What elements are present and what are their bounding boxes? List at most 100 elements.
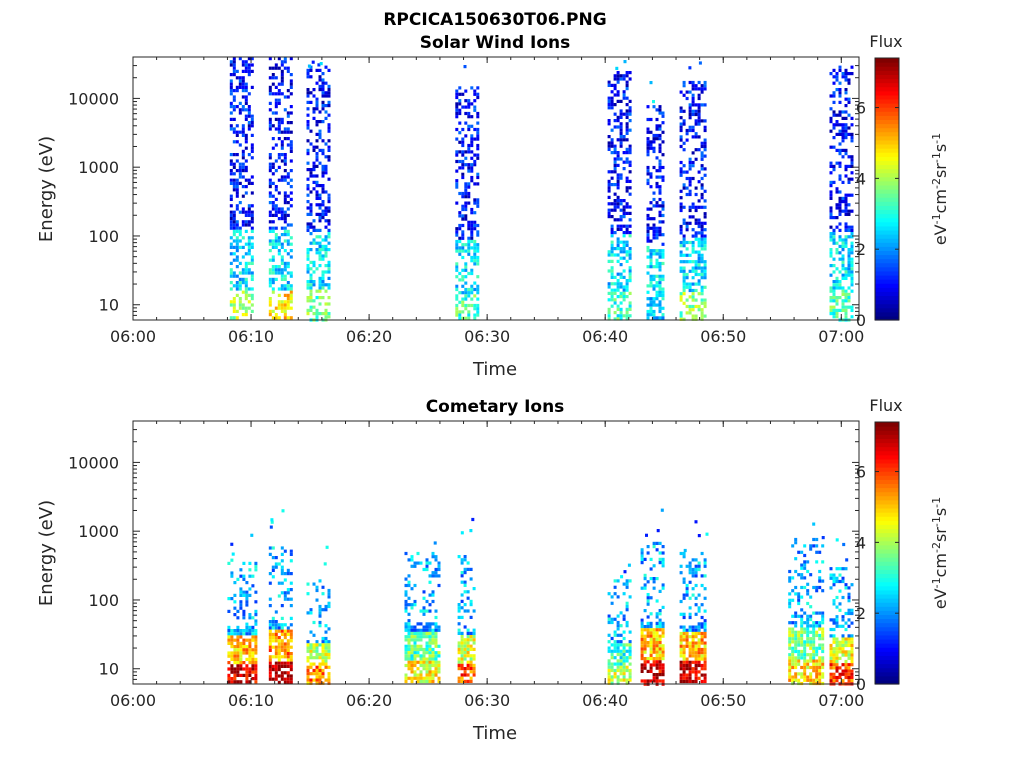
flux-cell bbox=[800, 617, 804, 622]
flux-cell bbox=[646, 140, 650, 144]
flux-cell bbox=[658, 589, 662, 593]
flux-cell bbox=[685, 593, 689, 597]
flux-cell bbox=[655, 644, 659, 648]
flux-cell bbox=[238, 85, 242, 89]
flux-cell bbox=[619, 240, 623, 244]
flux-cell bbox=[619, 115, 623, 119]
flux-cell bbox=[850, 193, 854, 197]
flux-cell bbox=[652, 277, 656, 282]
flux-cell bbox=[268, 281, 272, 285]
flux-cell bbox=[321, 91, 325, 95]
flux-cell bbox=[646, 153, 650, 157]
colorbar-step bbox=[875, 193, 899, 198]
flux-cell bbox=[829, 225, 833, 229]
flux-cell bbox=[286, 645, 290, 649]
flux-cell bbox=[248, 593, 252, 597]
flux-cell bbox=[289, 242, 293, 246]
flux-cell bbox=[700, 90, 704, 94]
flux-cell bbox=[619, 668, 623, 673]
flux-cell bbox=[239, 657, 243, 661]
flux-cell bbox=[467, 166, 471, 170]
flux-cell bbox=[694, 314, 698, 318]
flux-cell bbox=[682, 276, 686, 280]
flux-cell bbox=[460, 667, 464, 671]
plot-frame bbox=[132, 56, 860, 321]
flux-cell bbox=[616, 74, 620, 78]
flux-cell bbox=[694, 231, 698, 235]
flux-cell bbox=[818, 659, 822, 663]
flux-cell bbox=[271, 137, 275, 141]
flux-cell bbox=[613, 617, 617, 621]
flux-cell bbox=[691, 574, 695, 578]
flux-cell bbox=[658, 561, 662, 565]
flux-cell bbox=[431, 670, 435, 674]
flux-cell bbox=[463, 603, 467, 607]
flux-cell bbox=[289, 293, 293, 297]
x-tick-label: 06:40 bbox=[582, 327, 628, 346]
flux-cell bbox=[688, 240, 692, 245]
flux-cell bbox=[283, 229, 287, 233]
flux-cell bbox=[806, 643, 810, 647]
flux-cell bbox=[247, 293, 251, 297]
flux-cell bbox=[315, 640, 319, 644]
flux-cell bbox=[434, 609, 438, 613]
flux-cell bbox=[277, 242, 281, 246]
flux-cell bbox=[235, 204, 239, 208]
flux-cell bbox=[812, 659, 816, 663]
flux-cell bbox=[476, 201, 480, 205]
flux-cell bbox=[318, 656, 322, 660]
flux-cell bbox=[280, 277, 284, 281]
flux-cell bbox=[646, 239, 650, 243]
flux-cell bbox=[703, 244, 707, 248]
flux-cell bbox=[700, 673, 704, 677]
flux-cell bbox=[841, 116, 845, 120]
flux-cell bbox=[458, 140, 462, 144]
flux-cell bbox=[838, 113, 842, 117]
flux-cell bbox=[422, 590, 426, 594]
flux-cell bbox=[250, 210, 254, 214]
flux-cell bbox=[794, 675, 798, 679]
flux-cell bbox=[422, 651, 426, 655]
flux-cell bbox=[280, 568, 284, 572]
flux-cell bbox=[241, 69, 245, 73]
flux-cell bbox=[847, 305, 851, 309]
flux-cell bbox=[838, 94, 842, 98]
flux-cell bbox=[464, 195, 468, 199]
flux-cell bbox=[467, 195, 471, 199]
colorbar-step bbox=[875, 671, 899, 677]
flux-cell bbox=[838, 602, 842, 606]
flux-cell bbox=[850, 663, 854, 667]
flux-cell bbox=[652, 580, 656, 584]
flux-cell bbox=[238, 165, 242, 169]
flux-cell bbox=[324, 81, 328, 85]
colorbar-step bbox=[875, 581, 899, 587]
flux-cell bbox=[688, 641, 692, 645]
flux-cell bbox=[700, 679, 704, 684]
flux-cell bbox=[321, 273, 325, 277]
flux-cell bbox=[832, 81, 836, 85]
flux-cell bbox=[649, 596, 653, 600]
flux-cell bbox=[324, 264, 328, 268]
flux-cell bbox=[622, 215, 626, 219]
flux-cell bbox=[318, 248, 322, 252]
flux-cell bbox=[703, 237, 707, 241]
flux-cell bbox=[277, 252, 281, 256]
flux-cell bbox=[788, 579, 792, 583]
flux-cell bbox=[803, 621, 807, 625]
flux-cell bbox=[315, 678, 319, 682]
flux-cell bbox=[646, 146, 650, 150]
flux-cell bbox=[309, 225, 313, 229]
flux-cell bbox=[688, 160, 692, 165]
flux-cell bbox=[700, 663, 704, 668]
flux-cell bbox=[277, 668, 281, 672]
flux-cell bbox=[610, 304, 614, 308]
flux-cell bbox=[413, 628, 417, 632]
flux-cell bbox=[327, 193, 331, 197]
flux-cell bbox=[274, 313, 278, 317]
flux-cell bbox=[229, 245, 233, 249]
flux-cell bbox=[619, 643, 623, 647]
flux-cell bbox=[286, 655, 290, 659]
flux-cell bbox=[312, 668, 316, 673]
flux-cell bbox=[470, 134, 474, 138]
flux-cell bbox=[809, 640, 813, 644]
